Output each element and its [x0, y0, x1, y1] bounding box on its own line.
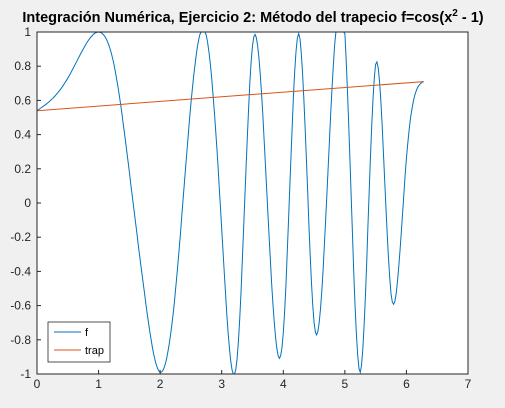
- x-tick-label: 3: [218, 377, 225, 391]
- y-tick-label: 0: [24, 196, 31, 210]
- plot-area: [37, 32, 468, 374]
- x-tick-label: 4: [280, 377, 287, 391]
- y-tick-label: -0.4: [10, 264, 31, 278]
- legend: f trap: [47, 321, 111, 363]
- y-tick-label: 0.4: [14, 128, 31, 142]
- legend-box: [47, 321, 111, 363]
- y-tick-label: 0.8: [14, 59, 31, 73]
- y-tick-label: -1: [20, 367, 31, 381]
- x-tick-label: 6: [403, 377, 410, 391]
- y-tick-label: -0.2: [10, 230, 31, 244]
- x-tick-label: 1: [95, 377, 102, 391]
- y-tick-label: 0.6: [14, 93, 31, 107]
- y-tick-label: 0.2: [14, 162, 31, 176]
- x-tick-label: 5: [342, 377, 349, 391]
- series-line-f: [36, 31, 424, 375]
- legend-label-f: f: [85, 327, 89, 339]
- legend-label-trap: trap: [85, 345, 104, 357]
- x-tick-label: 2: [157, 377, 164, 391]
- series-layer: [36, 31, 424, 375]
- y-tick-label: -0.6: [10, 299, 31, 313]
- chart-title: Integración Numérica, Ejercicio 2: Métod…: [22, 8, 483, 26]
- series-line-trap: [36, 81, 424, 112]
- x-tick-label: 0: [34, 377, 41, 391]
- x-tick-label: 7: [465, 377, 472, 391]
- y-tick-label: -0.8: [10, 333, 31, 347]
- tick-layer: 0 1 2 3 4 5 6 7 -1 -0.8 -0.6 -0.4 -0.2 0 0.2 0.4 0.6 0.8 1: [10, 25, 471, 391]
- y-tick-label: 1: [24, 25, 31, 39]
